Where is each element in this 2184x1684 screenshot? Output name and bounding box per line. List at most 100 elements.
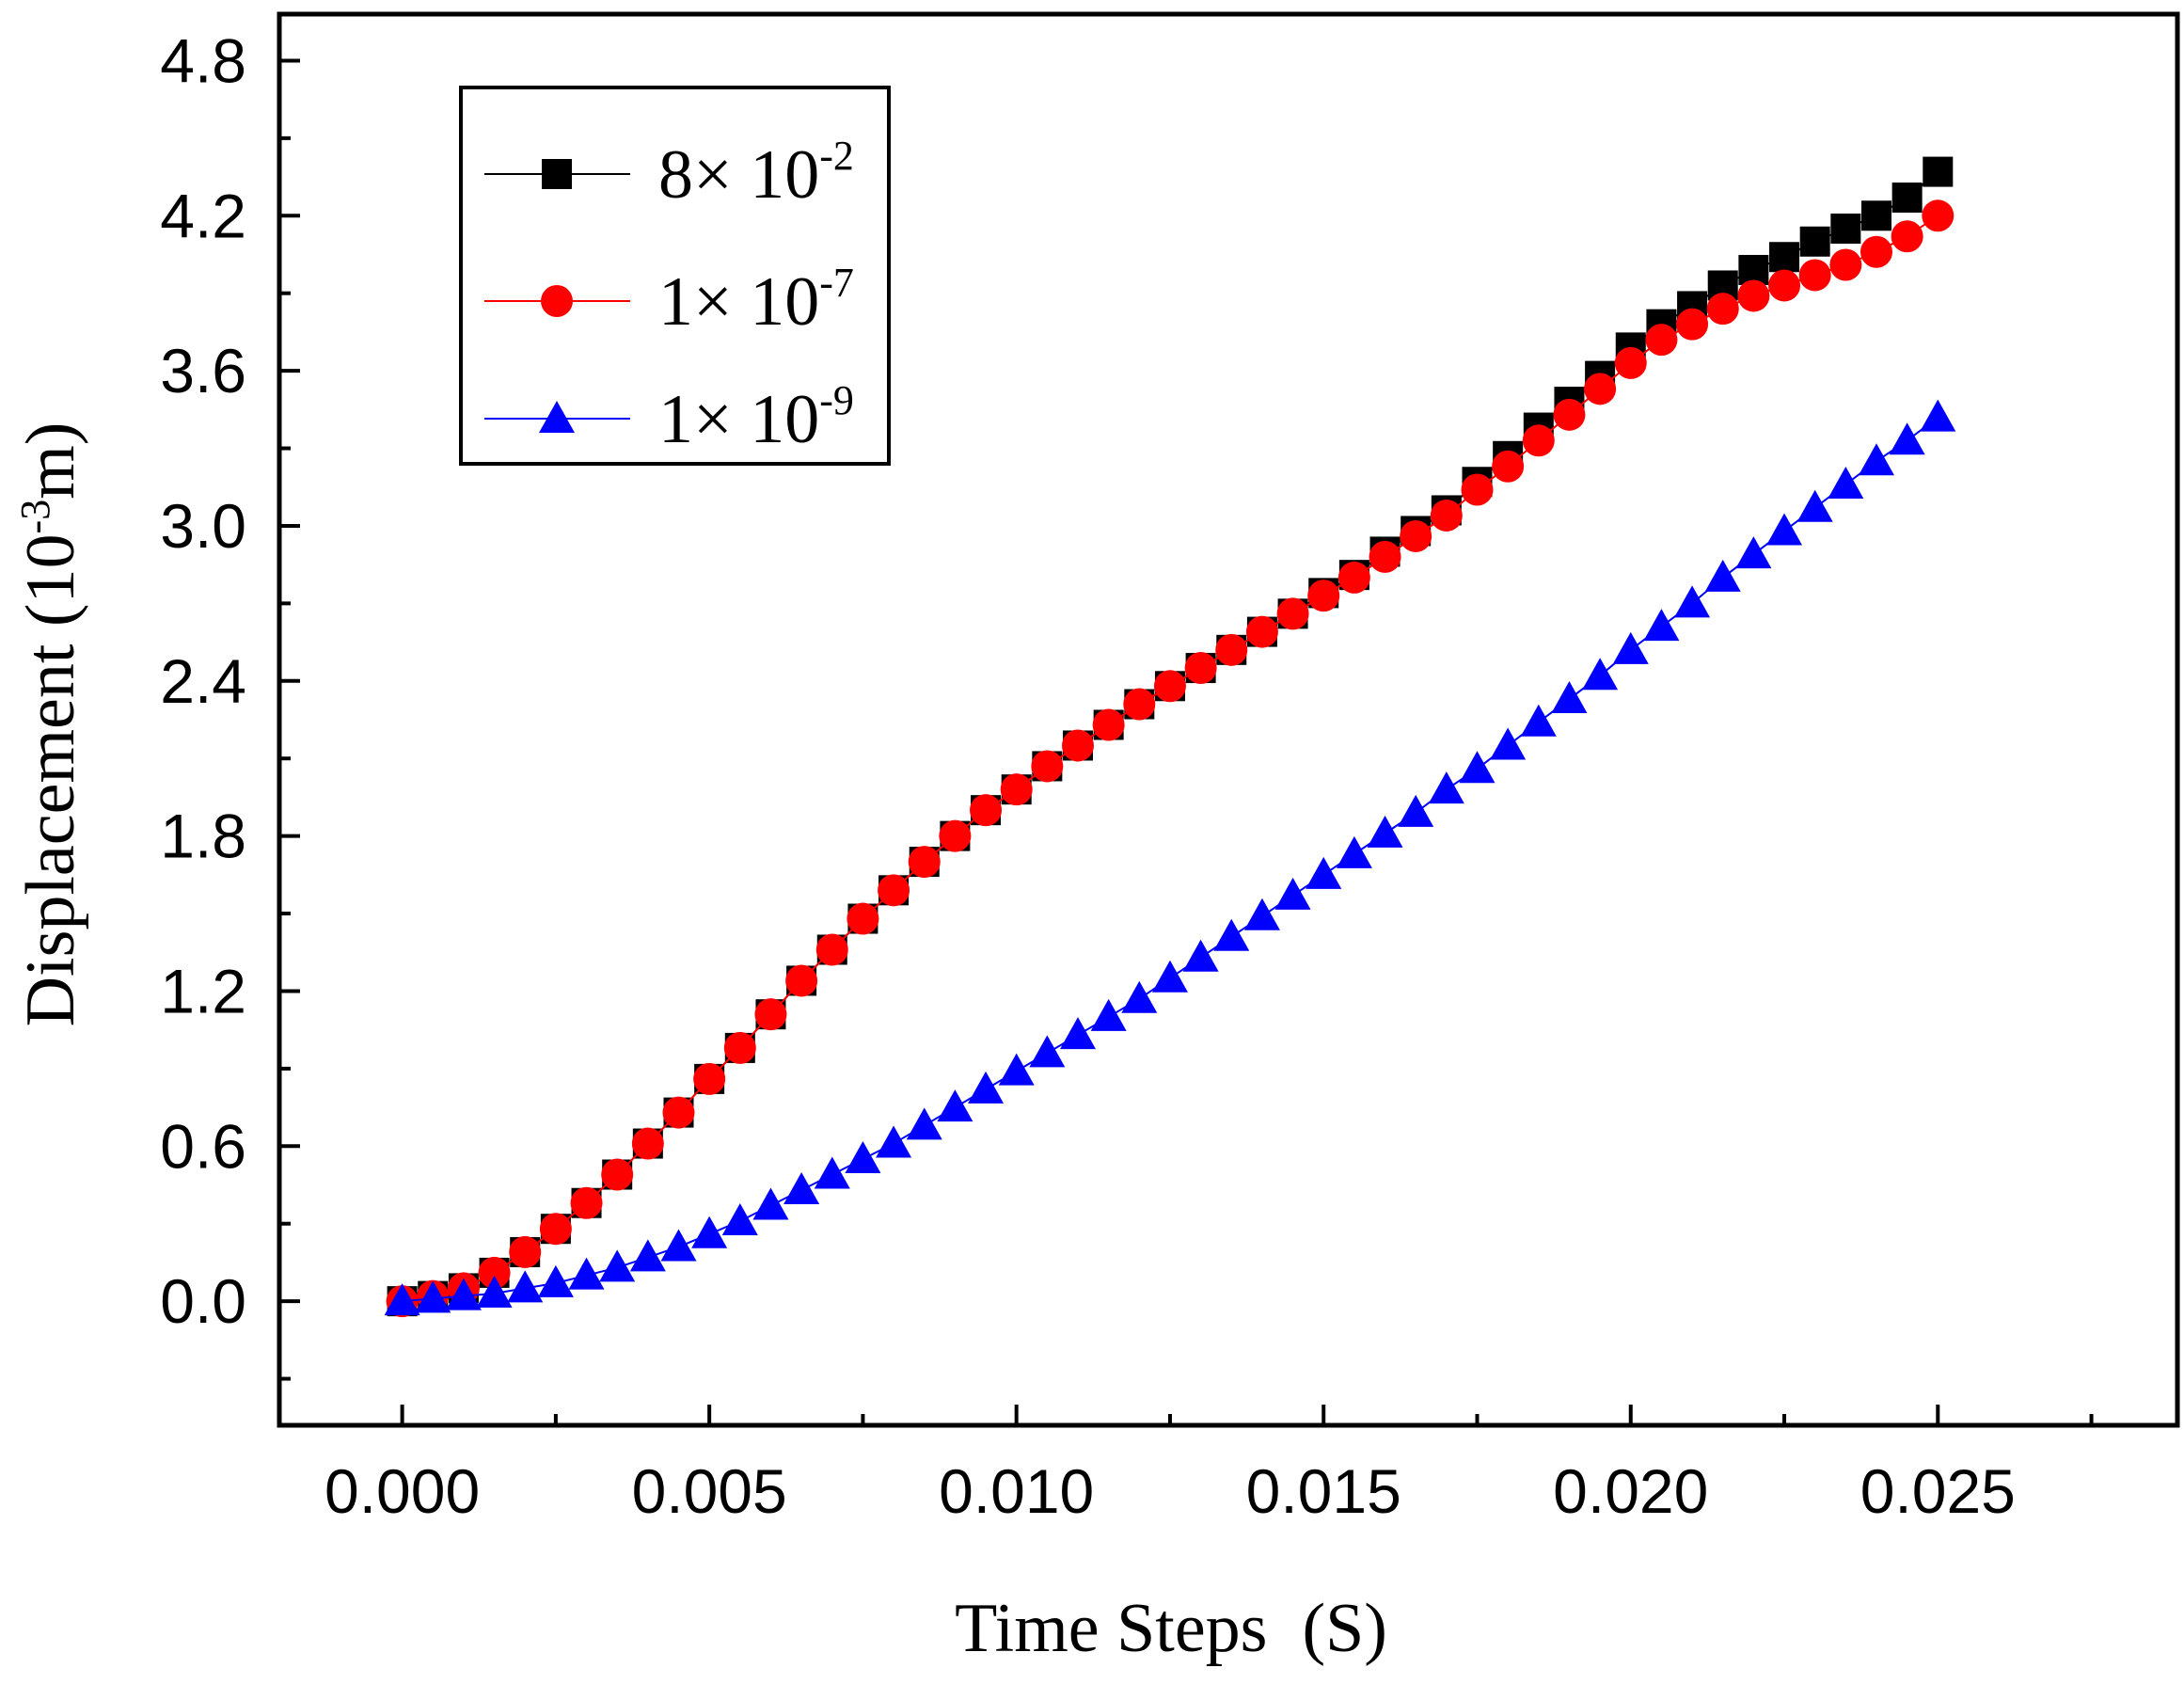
data-point [537, 1264, 574, 1297]
data-point [1369, 540, 1401, 573]
x-tick-label: 0.010 [939, 1456, 1094, 1526]
data-point [1336, 835, 1372, 868]
data-point [1551, 681, 1588, 714]
data-point [1860, 235, 1892, 268]
data-point [1092, 708, 1125, 741]
series-triangle [384, 399, 1956, 1316]
data-point [1031, 750, 1064, 783]
data-point [878, 874, 910, 907]
data-point [1306, 856, 1342, 889]
data-point [1553, 398, 1586, 431]
data-point [478, 1256, 511, 1289]
legend-label-exponent: -7 [819, 260, 854, 306]
data-point [815, 933, 848, 966]
data-point [629, 1239, 666, 1272]
legend-box [459, 86, 891, 466]
data-point [1645, 324, 1678, 357]
data-point [1706, 293, 1739, 326]
y-tick-label: 3.0 [160, 491, 246, 561]
data-point [631, 1127, 664, 1160]
data-point [970, 794, 1003, 827]
data-point [1766, 513, 1803, 546]
data-point [601, 1158, 634, 1191]
data-point [1920, 399, 1956, 432]
data-point [1121, 980, 1158, 1013]
x-axis: 0.000 0.005 0.010 0.015 0.020 0.025 [324, 1405, 2094, 1526]
data-point [1090, 998, 1127, 1031]
legend-marker [542, 159, 572, 189]
data-point [1182, 939, 1219, 972]
data-point [660, 1229, 697, 1262]
data-point [1889, 422, 1925, 455]
data-point [1213, 918, 1250, 951]
data-point [693, 1062, 726, 1095]
data-point [783, 1172, 820, 1204]
data-point [1522, 424, 1555, 457]
data-point [1737, 279, 1770, 312]
data-point [939, 819, 972, 852]
data-point [662, 1096, 695, 1129]
x-tick-label: 0.025 [1860, 1456, 2016, 1526]
legend-label: 1× 10-9 [658, 377, 854, 458]
legend-entry: 8× 10-2 [484, 133, 854, 214]
data-point [1768, 269, 1801, 302]
data-point [1769, 242, 1800, 273]
y-tick-label: 1.8 [160, 802, 246, 871]
data-point [568, 1257, 605, 1290]
data-point [1891, 183, 1923, 214]
y-tick-label: 4.2 [160, 181, 246, 250]
data-point [1123, 688, 1156, 721]
data-point [1400, 519, 1432, 552]
data-point [507, 1270, 544, 1303]
data-point [1735, 536, 1772, 569]
data-point [384, 1283, 420, 1316]
y-axis-title: Displacement (10-3m) [12, 422, 89, 1027]
data-point [847, 902, 879, 935]
x-axis-title: Time Steps (S) [955, 1590, 1387, 1667]
data-point [721, 1202, 758, 1235]
legend-label: 1× 10-7 [658, 260, 854, 341]
x-tick-label: 0.000 [324, 1456, 480, 1526]
data-point [1676, 308, 1709, 341]
data-point [1704, 559, 1741, 592]
data-point [1459, 751, 1496, 784]
data-point [1829, 248, 1862, 281]
y-tick-label: 3.6 [160, 336, 246, 405]
data-point [1643, 609, 1680, 642]
legend: 8× 10-21× 10-71× 10-9 [459, 86, 891, 466]
y-tick-label: 2.4 [160, 646, 246, 716]
legend-label-main: 1× 10 [658, 263, 819, 341]
data-point [937, 1089, 973, 1122]
data-point [1059, 1017, 1096, 1050]
data-point [1276, 597, 1309, 630]
data-point [1184, 652, 1217, 685]
data-point [1858, 443, 1894, 476]
data-point [539, 1213, 572, 1246]
data-point [1215, 633, 1248, 666]
legend-label-exponent: -9 [819, 377, 854, 423]
data-point [1614, 346, 1647, 379]
data-point [1860, 200, 1891, 231]
data-point [906, 1107, 942, 1140]
data-point [785, 964, 818, 997]
data-point [1798, 259, 1831, 292]
data-point [1367, 815, 1403, 848]
legend-entry: 1× 10-7 [484, 260, 854, 341]
data-point [814, 1156, 850, 1189]
y-tick-label: 0.6 [160, 1111, 246, 1181]
data-point [1830, 214, 1861, 245]
data-point [599, 1249, 636, 1282]
data-point [1492, 450, 1525, 483]
data-point [1891, 220, 1923, 253]
data-point [968, 1071, 1005, 1104]
data-point [1245, 615, 1278, 648]
data-point [1307, 580, 1340, 612]
legend-marker [541, 285, 573, 317]
legend-label-exponent: -2 [819, 133, 854, 179]
data-point [876, 1125, 912, 1158]
data-point [1612, 631, 1649, 664]
data-point [570, 1186, 603, 1219]
data-point [1584, 373, 1617, 405]
data-point [1000, 773, 1033, 806]
